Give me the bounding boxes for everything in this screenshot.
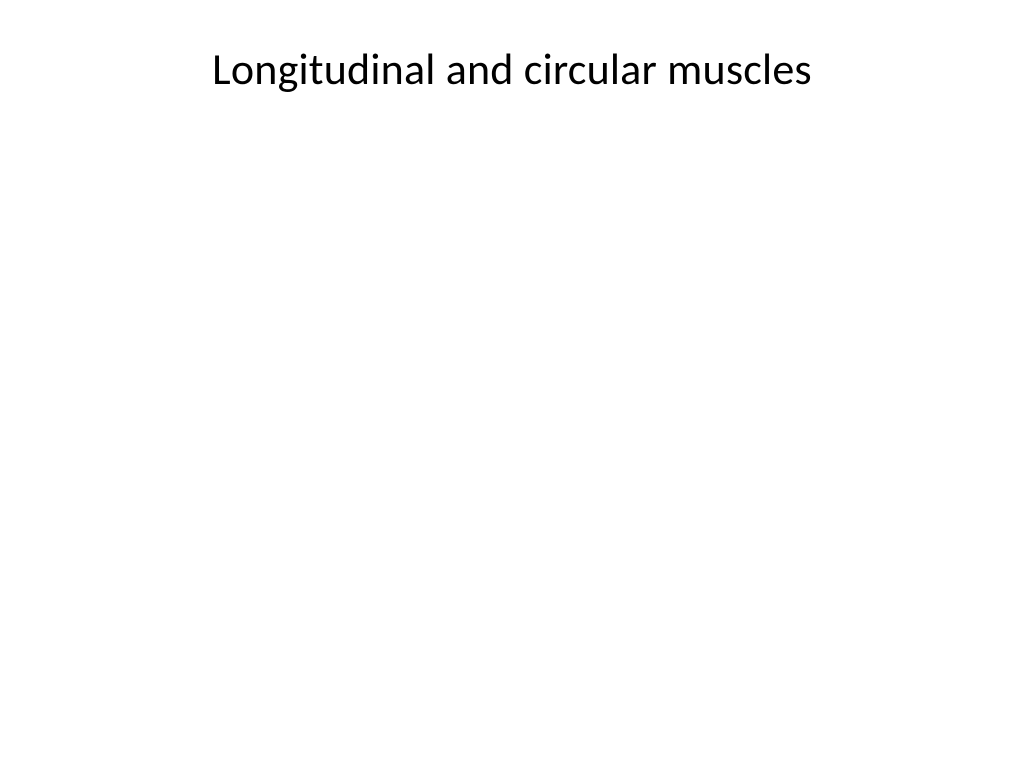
slide-title: Longitudinal and circular muscles <box>0 42 1024 96</box>
slide-container: Longitudinal and circular muscles <box>0 0 1024 768</box>
